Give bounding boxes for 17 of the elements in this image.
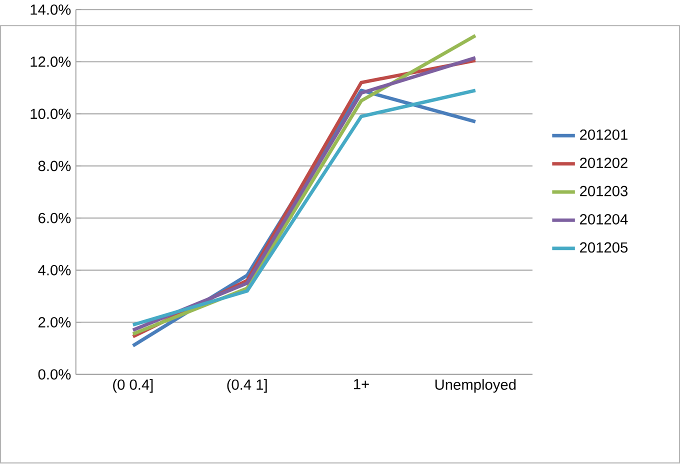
x-tick-label: (0 0.4] [113,379,153,393]
x-tick-label: (0.4 1] [227,379,267,393]
y-tick-label: 12.0% [30,56,71,68]
legend-label: 201203 [580,186,628,197]
y-tick-label: 14.0% [30,4,71,16]
legend-label: 201202 [580,158,628,168]
y-tick-label: 8.0% [38,161,71,172]
y-tick-label: 0.0% [38,369,71,380]
y-tick-label: 2.0% [38,317,71,328]
y-tick-label: 6.0% [38,213,71,224]
y-tick-label: 4.0% [38,265,71,276]
x-tick-label: Unemployed [435,379,516,393]
legend-label: 201204 [580,214,628,225]
y-tick-label: 10.0% [30,108,71,120]
legend-label: 201201 [580,130,628,140]
x-tick-label: 1+ [354,379,369,390]
legend-label: 201205 [580,242,628,253]
